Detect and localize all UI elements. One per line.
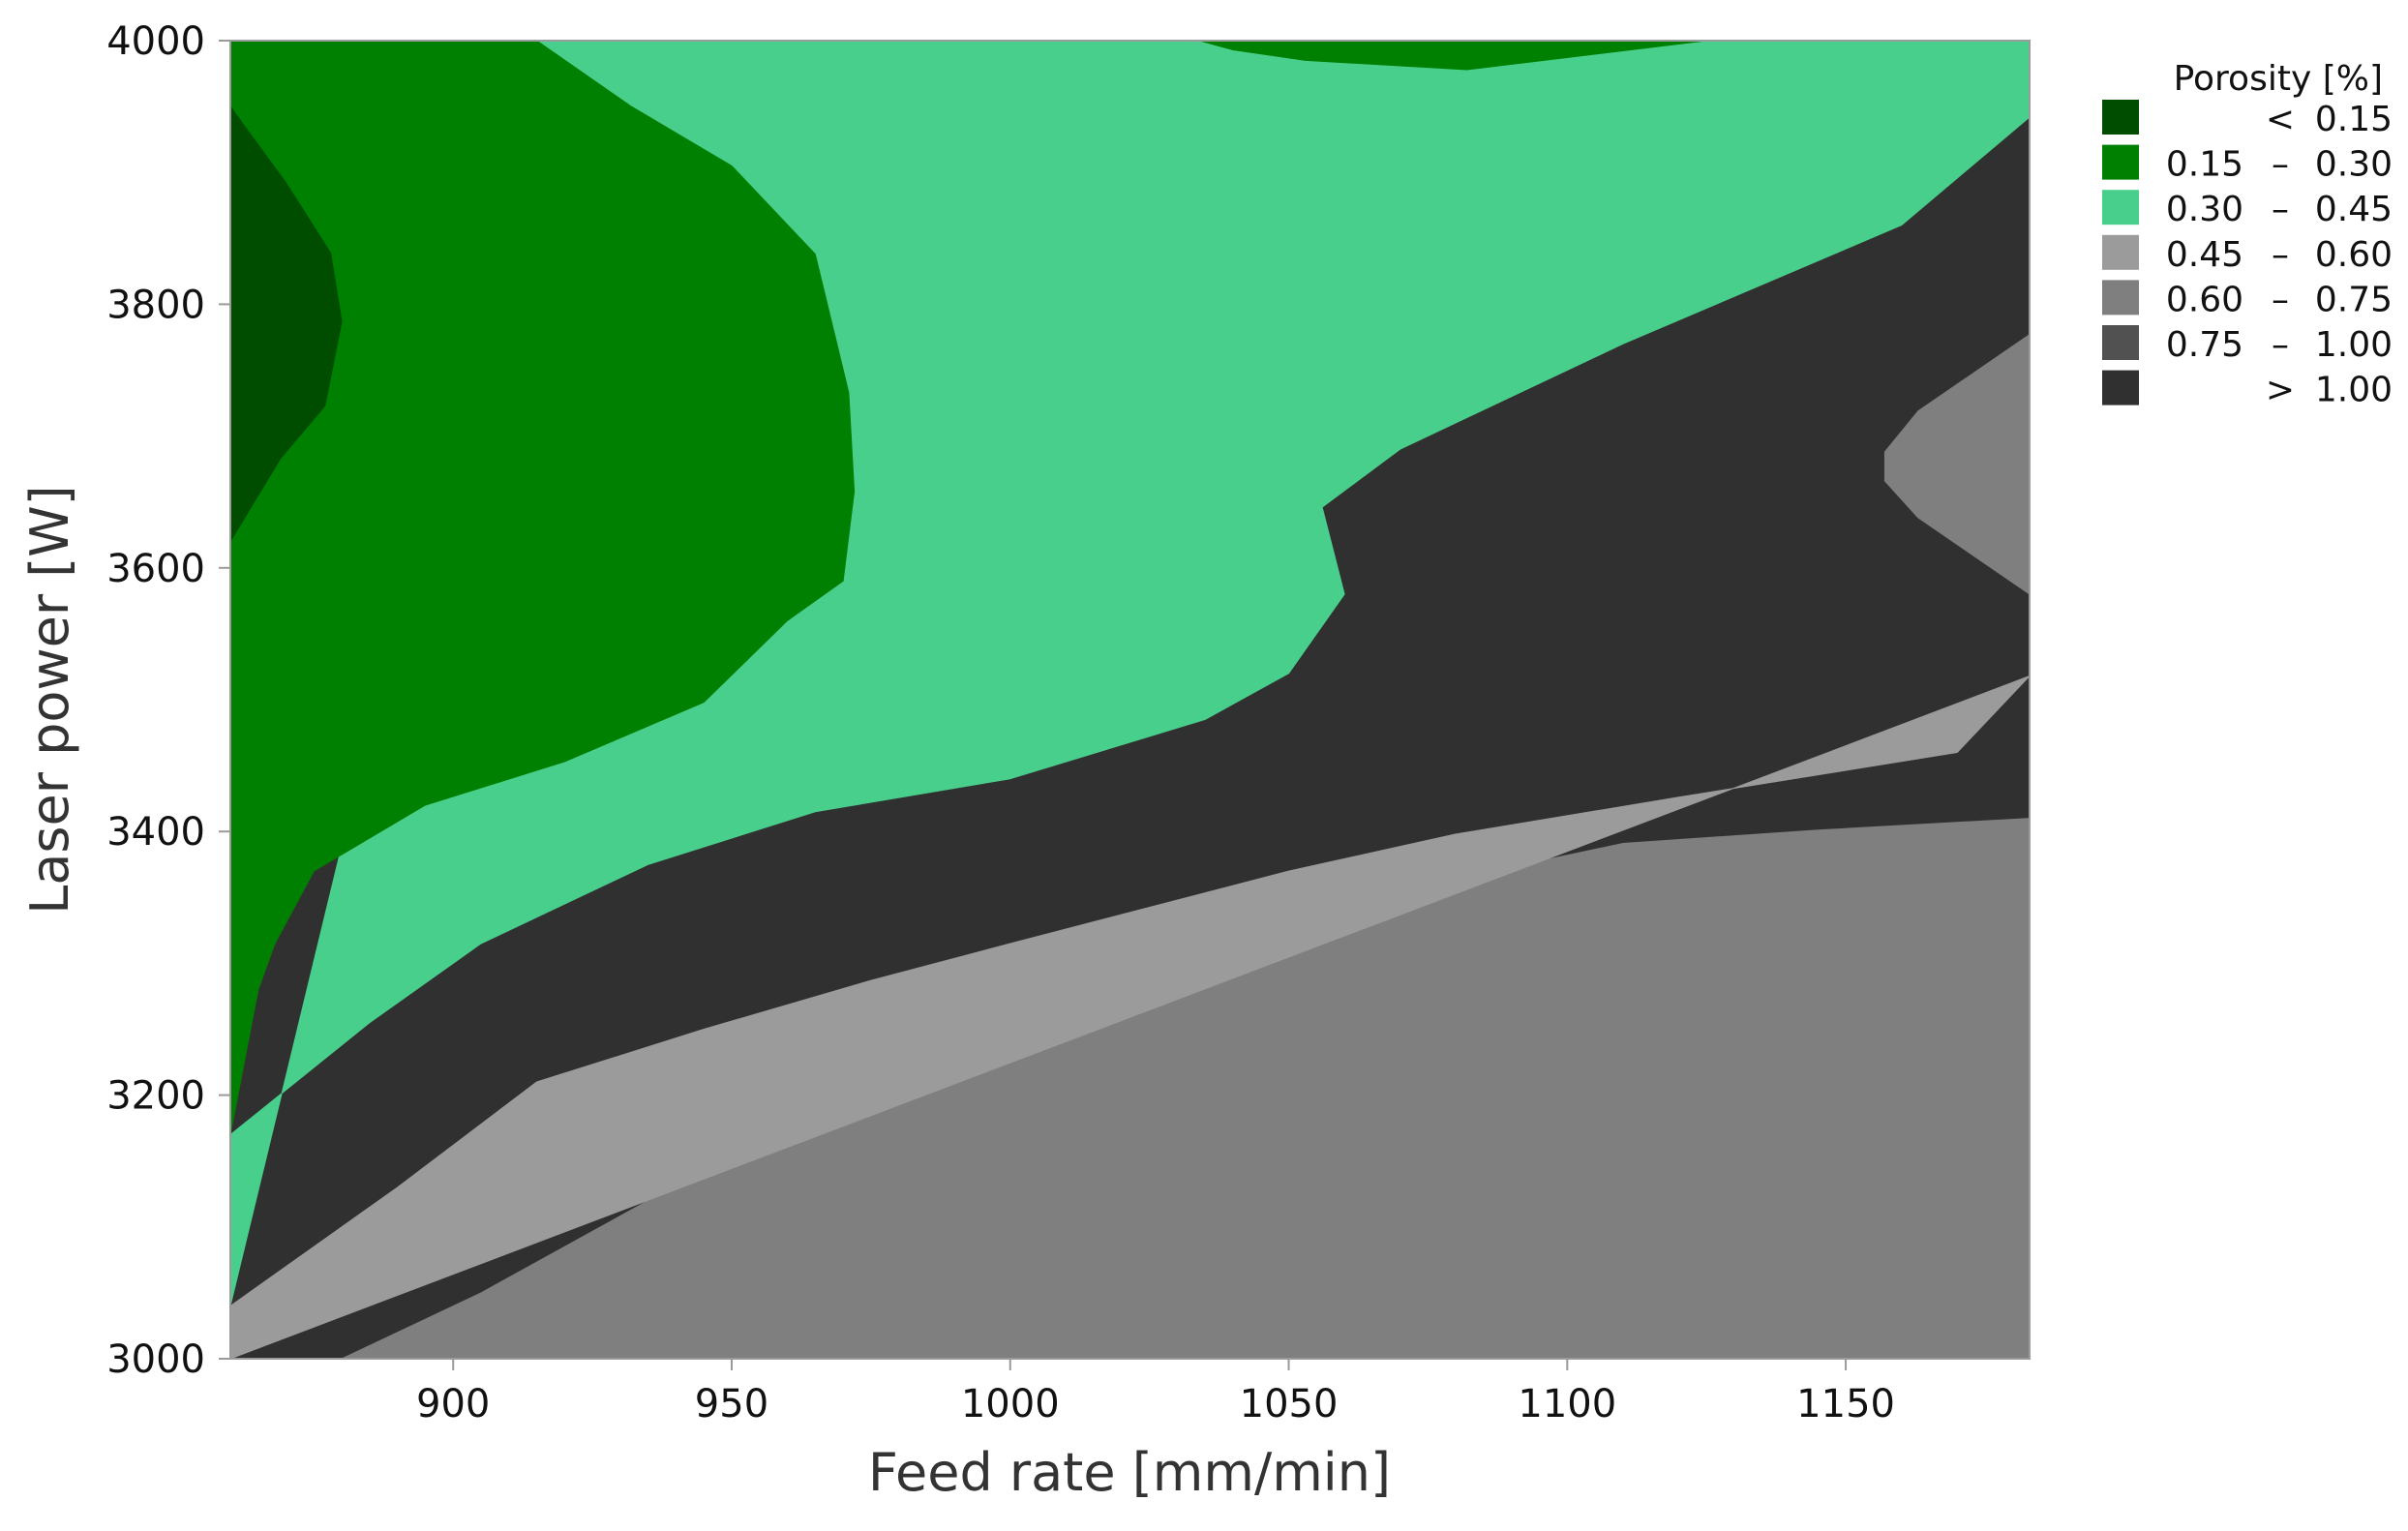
x-tick-label: 1150	[1796, 1382, 1895, 1426]
contour-region-7	[1883, 334, 2030, 595]
plot-area	[229, 40, 2031, 1360]
x-tick-label: 1050	[1240, 1382, 1339, 1426]
contour-region-6	[230, 105, 343, 543]
legend-range-high: 0.45	[2315, 190, 2393, 229]
y-axis: 3000 3200 3400 3600 3800 4000	[106, 19, 230, 1382]
x-axis: 900 950 1000 1050 1100 1150	[416, 1359, 1895, 1426]
legend-range-high: 0.15	[2315, 100, 2393, 139]
contour-region-5	[230, 41, 856, 1135]
legend-range-high: 0.75	[2315, 280, 2393, 319]
legend-title: Porosity [%]	[2174, 59, 2383, 99]
legend-range-separator: <	[2266, 100, 2295, 139]
y-tick-label: 3400	[106, 810, 205, 855]
legend-range-high: 0.30	[2315, 145, 2393, 185]
y-tick-label: 4000	[106, 19, 205, 64]
y-tick-label: 3800	[106, 283, 205, 327]
legend-swatch	[2102, 280, 2139, 315]
legend-range-separator: –	[2272, 280, 2289, 319]
x-tick-label: 1000	[961, 1382, 1060, 1426]
legend-swatch	[2102, 325, 2139, 360]
x-tick-label: 950	[695, 1382, 768, 1426]
x-tick-label: 900	[416, 1382, 490, 1426]
contour-region-8	[1198, 41, 1707, 71]
legend-range-separator: –	[2272, 190, 2289, 229]
legend-swatch	[2102, 234, 2139, 270]
legend-range-low: 0.75	[2166, 325, 2243, 365]
legend-range-separator: –	[2272, 325, 2289, 365]
legend-range-separator: –	[2272, 145, 2289, 185]
y-tick-label: 3200	[106, 1074, 205, 1119]
legend-range-separator: >	[2266, 371, 2295, 410]
legend-range-low: 0.30	[2166, 190, 2243, 229]
contour-regions	[230, 41, 2030, 1359]
legend-range-separator: –	[2272, 235, 2289, 275]
legend-swatch	[2102, 100, 2139, 135]
legend-range-low: 0.60	[2166, 280, 2243, 319]
contour-region-3	[230, 675, 2030, 1359]
plot-frame	[229, 40, 2031, 1360]
legend-range-high: 1.00	[2315, 325, 2393, 365]
y-tick-label: 3600	[106, 547, 205, 591]
legend-range-high: 1.00	[2315, 371, 2393, 410]
legend-swatch	[2102, 144, 2139, 180]
y-axis-title: Laser power [W]	[19, 485, 80, 915]
legend-range-low: 0.15	[2166, 145, 2243, 185]
x-tick-label: 1100	[1518, 1382, 1616, 1426]
legend-range-high: 0.60	[2315, 235, 2393, 275]
legend: Porosity [%] <0.150.15–0.300.30–0.450.45…	[2102, 59, 2393, 410]
x-axis-title: Feed rate [mm/min]	[868, 1442, 1391, 1503]
legend-range-low: 0.45	[2166, 235, 2243, 275]
y-tick-label: 3000	[106, 1337, 205, 1382]
legend-swatch	[2102, 370, 2139, 405]
legend-swatch	[2102, 190, 2139, 225]
